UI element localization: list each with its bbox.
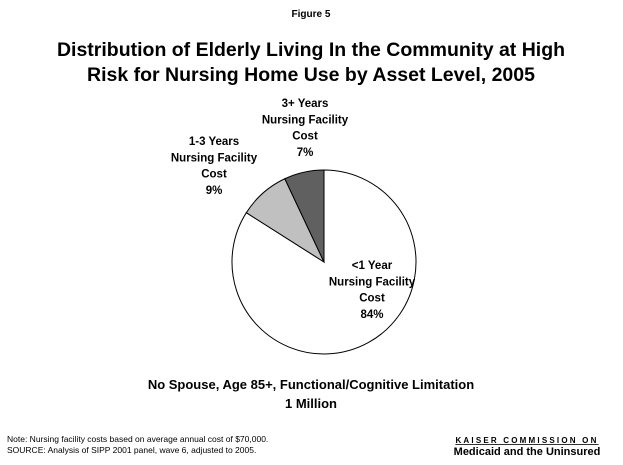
- value-label: 84%: [360, 309, 383, 321]
- note: Note: Nursing facility costs based on av…: [7, 434, 268, 444]
- slice-label: 3+ Years Nursing Facility Cost: [262, 98, 349, 143]
- source: SOURCE: Analysis of SIPP 2001 panel, wav…: [7, 445, 256, 455]
- slice-label: 1-3 Years Nursing Facility Cost: [171, 136, 258, 181]
- logo-line: Medicaid and the Uninsured: [454, 446, 601, 458]
- value-label: 7%: [297, 147, 314, 159]
- slice-label: <1 Year Nursing Facility Cost: [329, 260, 416, 305]
- figure-label: Figure 5: [292, 9, 331, 20]
- subtitle: No Spouse, Age 85+, Functional/Cognitive…: [148, 377, 474, 411]
- pie-slice: [284, 169, 325, 263]
- logo-line: KAISER COMMISSION ON: [455, 436, 598, 445]
- chart-title: Distribution of Elderly Living In the Co…: [57, 39, 565, 86]
- value-label: 9%: [206, 185, 223, 197]
